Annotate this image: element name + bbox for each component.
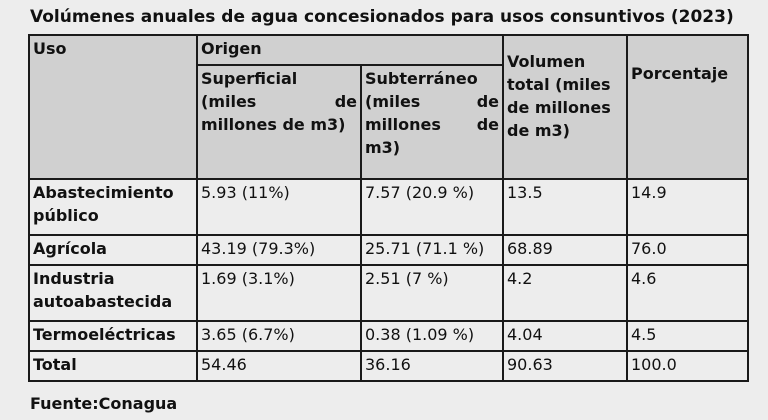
cell-uso: Termoeléctricas — [28, 320, 198, 352]
table-row: Agrícola 43.19 (79.3%) 25.71 (71.1 %) 68… — [28, 234, 749, 266]
cell-volumen-total: 4.04 — [502, 320, 628, 352]
cell-subterraneo: 0.38 (1.09 %) — [360, 320, 504, 352]
cell-subterraneo: 25.71 (71.1 %) — [360, 234, 504, 266]
cell-superficial: 3.65 (6.7%) — [196, 320, 362, 352]
header-origen: Origen — [196, 34, 504, 66]
source-note: Fuente:Conagua — [30, 394, 178, 413]
cell-volumen-total: 4.2 — [502, 264, 628, 322]
table-row: Termoeléctricas 3.65 (6.7%) 0.38 (1.09 %… — [28, 320, 749, 352]
cell-porcentaje: 76.0 — [626, 234, 749, 266]
water-volume-table: Uso Origen Volumen total (miles de millo… — [28, 34, 749, 382]
cell-superficial: 1.69 (3.1%) — [196, 264, 362, 322]
cell-superficial: 43.19 (79.3%) — [196, 234, 362, 266]
header-subterraneo: Subterráneo (miles de millones de m3) — [360, 64, 504, 180]
cell-subterraneo: 2.51 (7 %) — [360, 264, 504, 322]
cell-uso: Agrícola — [28, 234, 198, 266]
header-superficial: Superficial (miles de millones de m3) — [196, 64, 362, 180]
table-row: Industria autoabastecida 1.69 (3.1%) 2.5… — [28, 264, 749, 322]
table-row-total: Total 54.46 36.16 90.63 100.0 — [28, 350, 749, 382]
header-volumen-total: Volumen total (miles de millones de m3) — [502, 34, 628, 180]
cell-volumen-total: 90.63 — [502, 350, 628, 382]
cell-uso: Abastecimiento público — [28, 178, 198, 236]
header-porcentaje: Porcentaje — [626, 34, 749, 180]
table-row: Abastecimiento público 5.93 (11%) 7.57 (… — [28, 178, 749, 236]
cell-volumen-total: 68.89 — [502, 234, 628, 266]
cell-superficial: 5.93 (11%) — [196, 178, 362, 236]
cell-volumen-total: 13.5 — [502, 178, 628, 236]
cell-subterraneo: 7.57 (20.9 %) — [360, 178, 504, 236]
cell-uso: Industria autoabastecida — [28, 264, 198, 322]
cell-porcentaje: 100.0 — [626, 350, 749, 382]
cell-porcentaje: 4.6 — [626, 264, 749, 322]
table-title: Volúmenes anuales de agua concesionados … — [30, 7, 734, 27]
cell-porcentaje: 4.5 — [626, 320, 749, 352]
cell-superficial: 54.46 — [196, 350, 362, 382]
cell-porcentaje: 14.9 — [626, 178, 749, 236]
header-uso: Uso — [28, 34, 198, 180]
cell-subterraneo: 36.16 — [360, 350, 504, 382]
cell-uso: Total — [28, 350, 198, 382]
